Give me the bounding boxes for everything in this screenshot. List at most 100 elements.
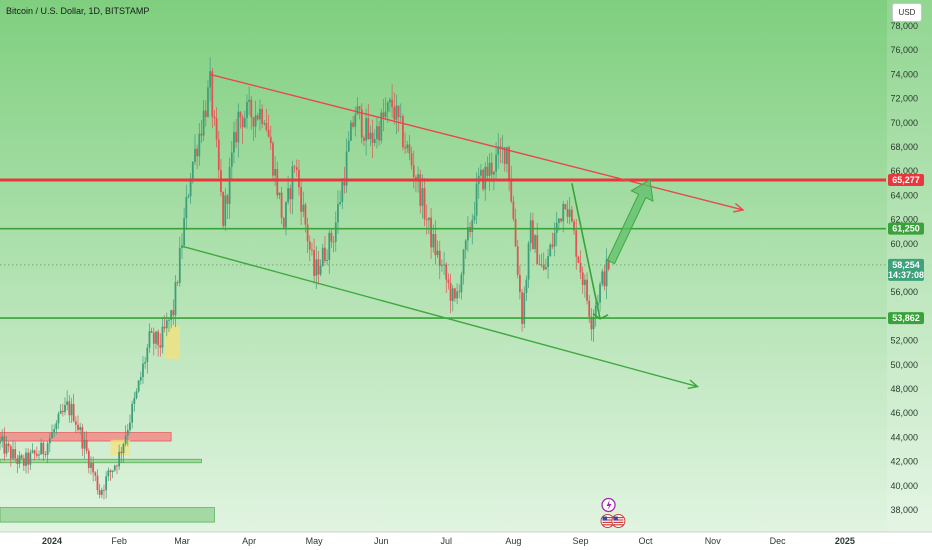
current-price-tag-countdown: 14:37:08	[888, 270, 924, 280]
us-flag-icon-2-stripe	[613, 517, 624, 519]
candle-body	[484, 166, 487, 190]
candle-body	[607, 259, 610, 270]
candle-body	[230, 152, 233, 168]
candle-body	[451, 288, 454, 301]
candle-body	[269, 136, 272, 144]
candle-body	[462, 249, 465, 275]
candle-body	[566, 209, 569, 217]
candle-body	[586, 279, 588, 301]
candle-body	[168, 319, 170, 321]
event-icons[interactable]	[600, 497, 626, 528]
candle-body	[113, 465, 116, 471]
candle-body	[313, 250, 316, 276]
candle-body	[48, 438, 51, 444]
candle-body	[352, 122, 355, 127]
us-flag-icon-2	[611, 514, 626, 528]
candle-body	[55, 423, 58, 430]
candle-body	[343, 181, 346, 186]
candle-body	[22, 458, 25, 466]
candle-body	[261, 108, 264, 124]
candle-body	[155, 331, 157, 344]
candle-body	[237, 111, 240, 143]
candle-body	[282, 217, 285, 228]
currency-button[interactable]: USD	[892, 3, 922, 22]
candle-body	[172, 310, 175, 316]
candle-body	[542, 264, 545, 270]
candle-body	[469, 227, 471, 232]
candle-body	[449, 282, 452, 301]
candle-body	[272, 143, 274, 176]
us-flag-icon-stripe	[602, 517, 613, 519]
candle-body	[350, 122, 352, 141]
candle-body	[397, 105, 400, 118]
price-tick-label: 50,000	[890, 360, 918, 370]
candle-body	[252, 117, 255, 127]
candle-body	[512, 201, 515, 219]
candle-body	[139, 377, 142, 381]
candle-body	[419, 174, 422, 206]
candle-body	[79, 427, 82, 430]
candle-body	[12, 449, 14, 459]
candle-body	[289, 188, 292, 200]
candle-body	[77, 424, 79, 430]
candle-body	[256, 115, 259, 120]
candle-body	[531, 220, 534, 249]
candle-body	[142, 363, 144, 378]
candle-body	[380, 112, 383, 141]
candle-body	[170, 310, 173, 320]
candle-body	[191, 161, 194, 179]
time-axis-band	[0, 532, 932, 550]
candle-body	[25, 452, 27, 466]
candle-body	[103, 489, 105, 491]
candle-body	[454, 288, 456, 299]
candle-body	[583, 279, 586, 285]
candle-body	[564, 204, 567, 210]
candle-body	[105, 476, 108, 491]
candle-body	[165, 320, 168, 329]
candle-body	[250, 99, 253, 118]
candle-body	[217, 139, 220, 171]
candle-body	[16, 458, 19, 464]
price-tick-label: 56,000	[890, 287, 918, 297]
us-flag-icon-2-stripe	[613, 524, 624, 526]
candle-body	[547, 256, 549, 267]
candle-body	[358, 106, 361, 110]
candle-body	[382, 112, 385, 118]
price-tick-label: 78,000	[890, 21, 918, 31]
candle-body	[40, 442, 43, 455]
candle-body	[202, 110, 205, 136]
candle-body	[280, 192, 283, 218]
month-label: Aug	[505, 536, 521, 546]
candle-body	[90, 463, 92, 468]
candle-body	[594, 305, 597, 317]
candle-body	[553, 232, 556, 247]
candle-body	[339, 202, 342, 205]
candle-body	[35, 453, 38, 456]
candle-body	[135, 391, 138, 399]
resistance-price-tag-bg	[888, 173, 924, 186]
candle-body	[189, 178, 192, 197]
upper-trend-line	[209, 73, 744, 211]
candle-body	[345, 151, 348, 186]
candle-body	[575, 230, 578, 257]
us-flag-icon-stripe	[602, 519, 613, 521]
candle-body	[369, 132, 372, 140]
price-levels	[0, 178, 886, 319]
candle-body	[194, 148, 196, 162]
candle-body	[475, 183, 478, 216]
candle-body	[29, 452, 32, 465]
candle-body	[321, 247, 324, 266]
candle-body	[70, 404, 73, 416]
candle-body	[495, 154, 497, 172]
candle-body	[334, 222, 337, 242]
candle-body	[302, 204, 305, 212]
time-axis[interactable]: 2024 Feb Mar Apr May Jun Jul Aug Sep Oct Nov Dec 202…	[0, 531, 932, 550]
candle-body	[386, 102, 389, 112]
candle-body	[562, 204, 565, 222]
candle-body	[399, 116, 402, 118]
month-label: May	[306, 536, 324, 546]
candle-body	[538, 264, 541, 265]
price-tick-label: 74,000	[890, 69, 918, 79]
